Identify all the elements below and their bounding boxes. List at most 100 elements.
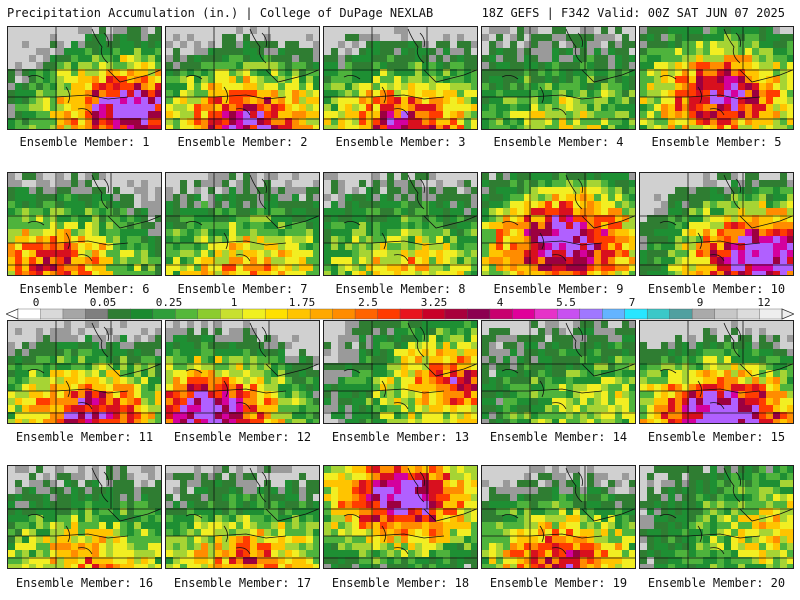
colorbar-segment <box>130 308 154 320</box>
colorbar-segment <box>557 308 581 320</box>
ensemble-member-label: Ensemble Member: 19 <box>489 576 628 590</box>
ensemble-map-panel <box>7 320 162 424</box>
model-run-info: 18Z GEFS | F342 Valid: 00Z SAT JUN 07 20… <box>481 6 785 20</box>
precipitation-map <box>640 27 793 129</box>
colorbar-segment <box>489 308 513 320</box>
precipitation-map <box>166 173 319 275</box>
precipitation-map <box>640 173 793 275</box>
colorbar-segment <box>377 308 401 320</box>
colorbar-segment <box>669 308 693 320</box>
ensemble-map-panel <box>7 465 162 569</box>
colorbar-segment <box>691 308 716 320</box>
ensemble-map-panel <box>481 26 636 130</box>
ensemble-member-label: Ensemble Member: 10 <box>647 282 786 296</box>
colorbar-segment <box>40 308 64 320</box>
colorbar-segment <box>62 308 86 320</box>
ensemble-member-label: Ensemble Member: 18 <box>331 576 470 590</box>
ensemble-member-label: Ensemble Member: 12 <box>173 430 312 444</box>
ensemble-map-panel <box>481 172 636 276</box>
colorbar-segment <box>197 308 221 320</box>
ensemble-map-panel <box>165 465 320 569</box>
colorbar-segment <box>534 308 558 320</box>
colorbar-legend: 0 0.05 0.25 1 1.75 2.5 3.25 4 5.5 7 9 12 <box>6 296 794 322</box>
colorbar-segment <box>309 308 334 320</box>
ensemble-map-panel <box>639 320 794 424</box>
colorbar-segment <box>512 308 536 320</box>
colorbar-tick-label: 9 <box>696 296 704 309</box>
precipitation-map <box>8 173 161 275</box>
ensemble-member-label: Ensemble Member: 17 <box>173 576 312 590</box>
colorbar-tick-label: 7 <box>628 296 636 309</box>
colorbar-tick-label: 1 <box>230 296 238 309</box>
ensemble-map-panel <box>323 172 478 276</box>
ensemble-member-label: Ensemble Member: 1 <box>19 135 150 149</box>
precipitation-map <box>166 466 319 568</box>
precipitation-map <box>8 27 161 129</box>
ensemble-member-label: Ensemble Member: 16 <box>15 576 154 590</box>
colorbar-segment <box>422 308 446 320</box>
colorbar-tick-label: 0.25 <box>155 296 183 309</box>
ensemble-map-panel <box>323 465 478 569</box>
colorbar-segment <box>152 308 176 320</box>
colorbar-segment <box>264 308 289 320</box>
ensemble-member-label: Ensemble Member: 6 <box>19 282 150 296</box>
ensemble-member-label: Ensemble Member: 8 <box>335 282 466 296</box>
ensemble-member-label: Ensemble Member: 3 <box>335 135 466 149</box>
colorbar-tick-label: 0 <box>32 296 40 309</box>
colorbar-segment <box>332 308 356 320</box>
colorbar-segment <box>444 308 468 320</box>
ensemble-member-label: Ensemble Member: 11 <box>15 430 154 444</box>
precipitation-map <box>8 321 161 423</box>
colorbar-segment <box>759 308 783 320</box>
precipitation-map <box>324 321 477 423</box>
ensemble-map-panel <box>7 26 162 130</box>
ensemble-member-label: Ensemble Member: 14 <box>489 430 628 444</box>
colorbar-segment <box>242 308 266 320</box>
colorbar-tick-label: 3.25 <box>420 296 448 309</box>
colorbar-segment <box>714 308 738 320</box>
colorbar-segment <box>85 308 109 320</box>
colorbar-tick-label: 1.75 <box>288 296 316 309</box>
precipitation-map <box>324 466 477 568</box>
precipitation-map <box>324 27 477 129</box>
colorbar-segment <box>624 308 648 320</box>
precipitation-map <box>640 466 793 568</box>
colorbar-tick-label: 0.05 <box>89 296 117 309</box>
colorbar-segment <box>736 308 761 320</box>
precipitation-map <box>8 466 161 568</box>
colorbar-segment <box>467 308 491 320</box>
colorbar-segment <box>354 308 379 320</box>
ensemble-map-panel <box>7 172 162 276</box>
ensemble-map-panel <box>165 172 320 276</box>
precipitation-map <box>482 173 635 275</box>
ensemble-map-panel <box>481 320 636 424</box>
ensemble-map-panel <box>639 465 794 569</box>
colorbar-tick-label: 5.5 <box>556 296 576 309</box>
ensemble-map-panel <box>639 172 794 276</box>
colorbar-segment <box>646 308 671 320</box>
precipitation-map <box>482 466 635 568</box>
colorbar-tick-label: 4 <box>496 296 504 309</box>
ensemble-member-label: Ensemble Member: 5 <box>651 135 782 149</box>
colorbar <box>6 308 794 320</box>
colorbar-segment <box>107 308 131 320</box>
precipitation-map <box>324 173 477 275</box>
ensemble-member-label: Ensemble Member: 20 <box>647 576 786 590</box>
precipitation-map <box>482 27 635 129</box>
ensemble-member-label: Ensemble Member: 2 <box>177 135 308 149</box>
ensemble-map-panel <box>639 26 794 130</box>
ensemble-map-panel <box>481 465 636 569</box>
colorbar-tick-label: 2.5 <box>358 296 378 309</box>
precipitation-map <box>640 321 793 423</box>
colorbar-tick-label: 12 <box>757 296 771 309</box>
colorbar-segment <box>175 308 199 320</box>
ensemble-map-panel <box>323 320 478 424</box>
precipitation-map <box>166 27 319 129</box>
ensemble-map-panel <box>165 26 320 130</box>
ensemble-map-panel <box>165 320 320 424</box>
ensemble-member-label: Ensemble Member: 13 <box>331 430 470 444</box>
colorbar-segment <box>579 308 603 320</box>
colorbar-segment <box>220 308 244 320</box>
colorbar-segment <box>602 308 626 320</box>
ensemble-member-label: Ensemble Member: 9 <box>493 282 624 296</box>
